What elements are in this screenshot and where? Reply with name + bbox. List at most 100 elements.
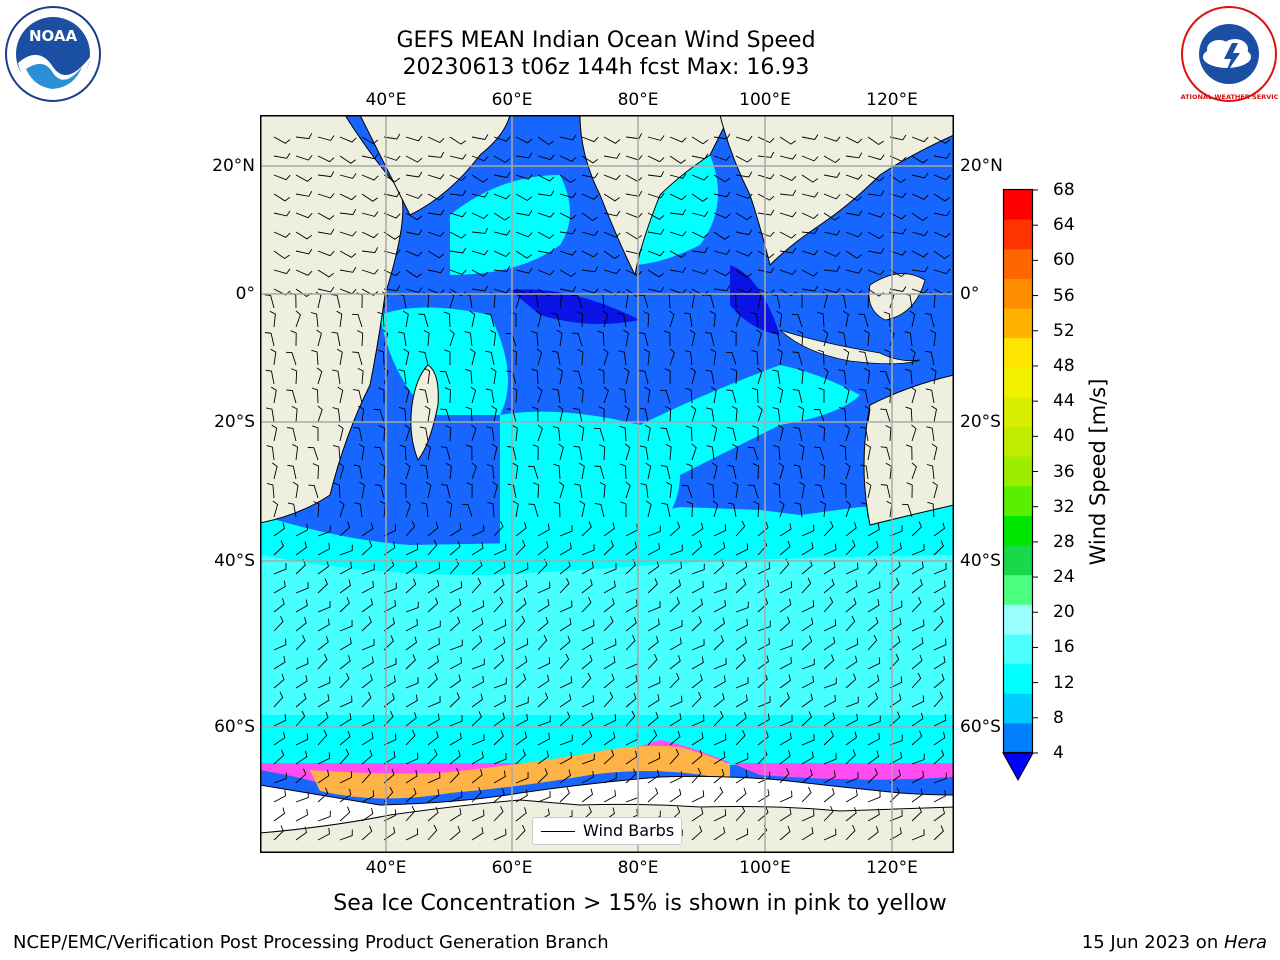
wind-barb [713,751,726,765]
wind-barb [581,544,595,556]
wind-barb [747,447,759,461]
wind-barb [791,313,803,328]
wind-barb [845,580,858,594]
wind-barb [383,582,397,594]
wind-barb [273,616,284,632]
wind-barb [427,267,445,274]
wind-barb [419,426,429,442]
wind-barb [665,443,672,461]
wind-barb [911,544,925,556]
wind-barb [779,732,792,746]
wind-barb [776,348,783,366]
wind-barb [645,462,652,480]
wind-band-south-strong [260,555,954,715]
wind-barb [490,329,497,347]
wind-barb [603,348,609,366]
wind-barb [867,523,880,537]
wind-barb [425,481,432,499]
wind-barb [757,151,775,158]
wind-barb [317,135,335,141]
wind-barb [735,618,748,632]
wind-barb [911,695,925,708]
wind-barb [295,826,308,841]
wind-barb [559,286,577,293]
wind-barb [817,349,825,366]
wind-barb [665,406,672,423]
wind-barb [270,348,277,366]
wind-barb [735,787,747,803]
wind-barb [779,211,797,218]
wind-barb [911,230,929,237]
wind-barb [889,228,907,235]
wind-barb [287,502,297,518]
wind-barb [581,619,595,632]
wind-barb [317,711,329,727]
wind-barb [603,193,621,202]
wind-barb [290,330,297,347]
wind-barb [603,616,614,632]
wind-barb [823,193,841,200]
wind-barb [845,267,863,274]
wind-barb [845,540,856,556]
wind-barb [603,250,620,260]
wind-barb [911,288,929,294]
wind-barb [799,481,806,499]
wind-barb [339,193,357,201]
wind-barb [559,192,577,199]
wind-barb [685,387,693,404]
wind-barb [317,525,331,537]
wind-barb [339,173,357,179]
wind-barb [493,712,506,727]
wind-barb [801,227,819,234]
wind-barb [865,443,872,461]
wind-barb [443,311,451,328]
wind-barb [316,367,323,385]
wind-barb [669,209,687,216]
colorbar-segment [1004,219,1032,250]
wind-barb [581,654,593,670]
tick-right-20n: 20°N [960,156,1003,176]
wind-barb [647,654,658,670]
wind-barb [735,694,748,708]
wind-barb [533,482,540,499]
wind-barb [383,285,401,292]
wind-barb [801,134,819,141]
wind-barb [471,424,477,442]
wind-barb [339,521,351,537]
wind-barb [771,331,781,347]
wind-barb [797,330,804,347]
wind-barb [735,805,746,822]
wind-barb [801,285,819,292]
tick-bottom-120e: 120°E [866,858,918,878]
wind-barb [660,465,671,480]
wind-barb [659,389,671,404]
graticule [260,115,954,853]
wind-barb [291,405,298,423]
wind-barb [317,405,323,423]
wind-barb [317,542,330,556]
wind-barb [493,172,511,179]
wind-barb [713,733,727,746]
wind-barb [559,174,576,184]
wind-barb [576,311,583,328]
wind-barb [273,540,284,556]
wind-barb [558,481,565,499]
colorbar-tick-label: 16 [1053,637,1075,658]
land-southeast-asia [719,115,954,266]
wind-barb [845,522,857,537]
wind-barb [493,596,504,613]
wind-barb [603,210,621,217]
wind-barb [669,544,683,556]
wind-barb [773,482,781,499]
wind-barb [579,500,586,518]
wind-barb [925,388,935,404]
wind-barb [295,523,308,537]
wind-barb [351,313,363,328]
wind-barb [273,210,291,217]
wind-barb [867,791,881,803]
wind-barb [712,500,719,518]
wind-barb [449,231,467,239]
wind-barb [295,133,313,140]
wind-barb [357,367,364,385]
wind-barb [844,424,851,442]
